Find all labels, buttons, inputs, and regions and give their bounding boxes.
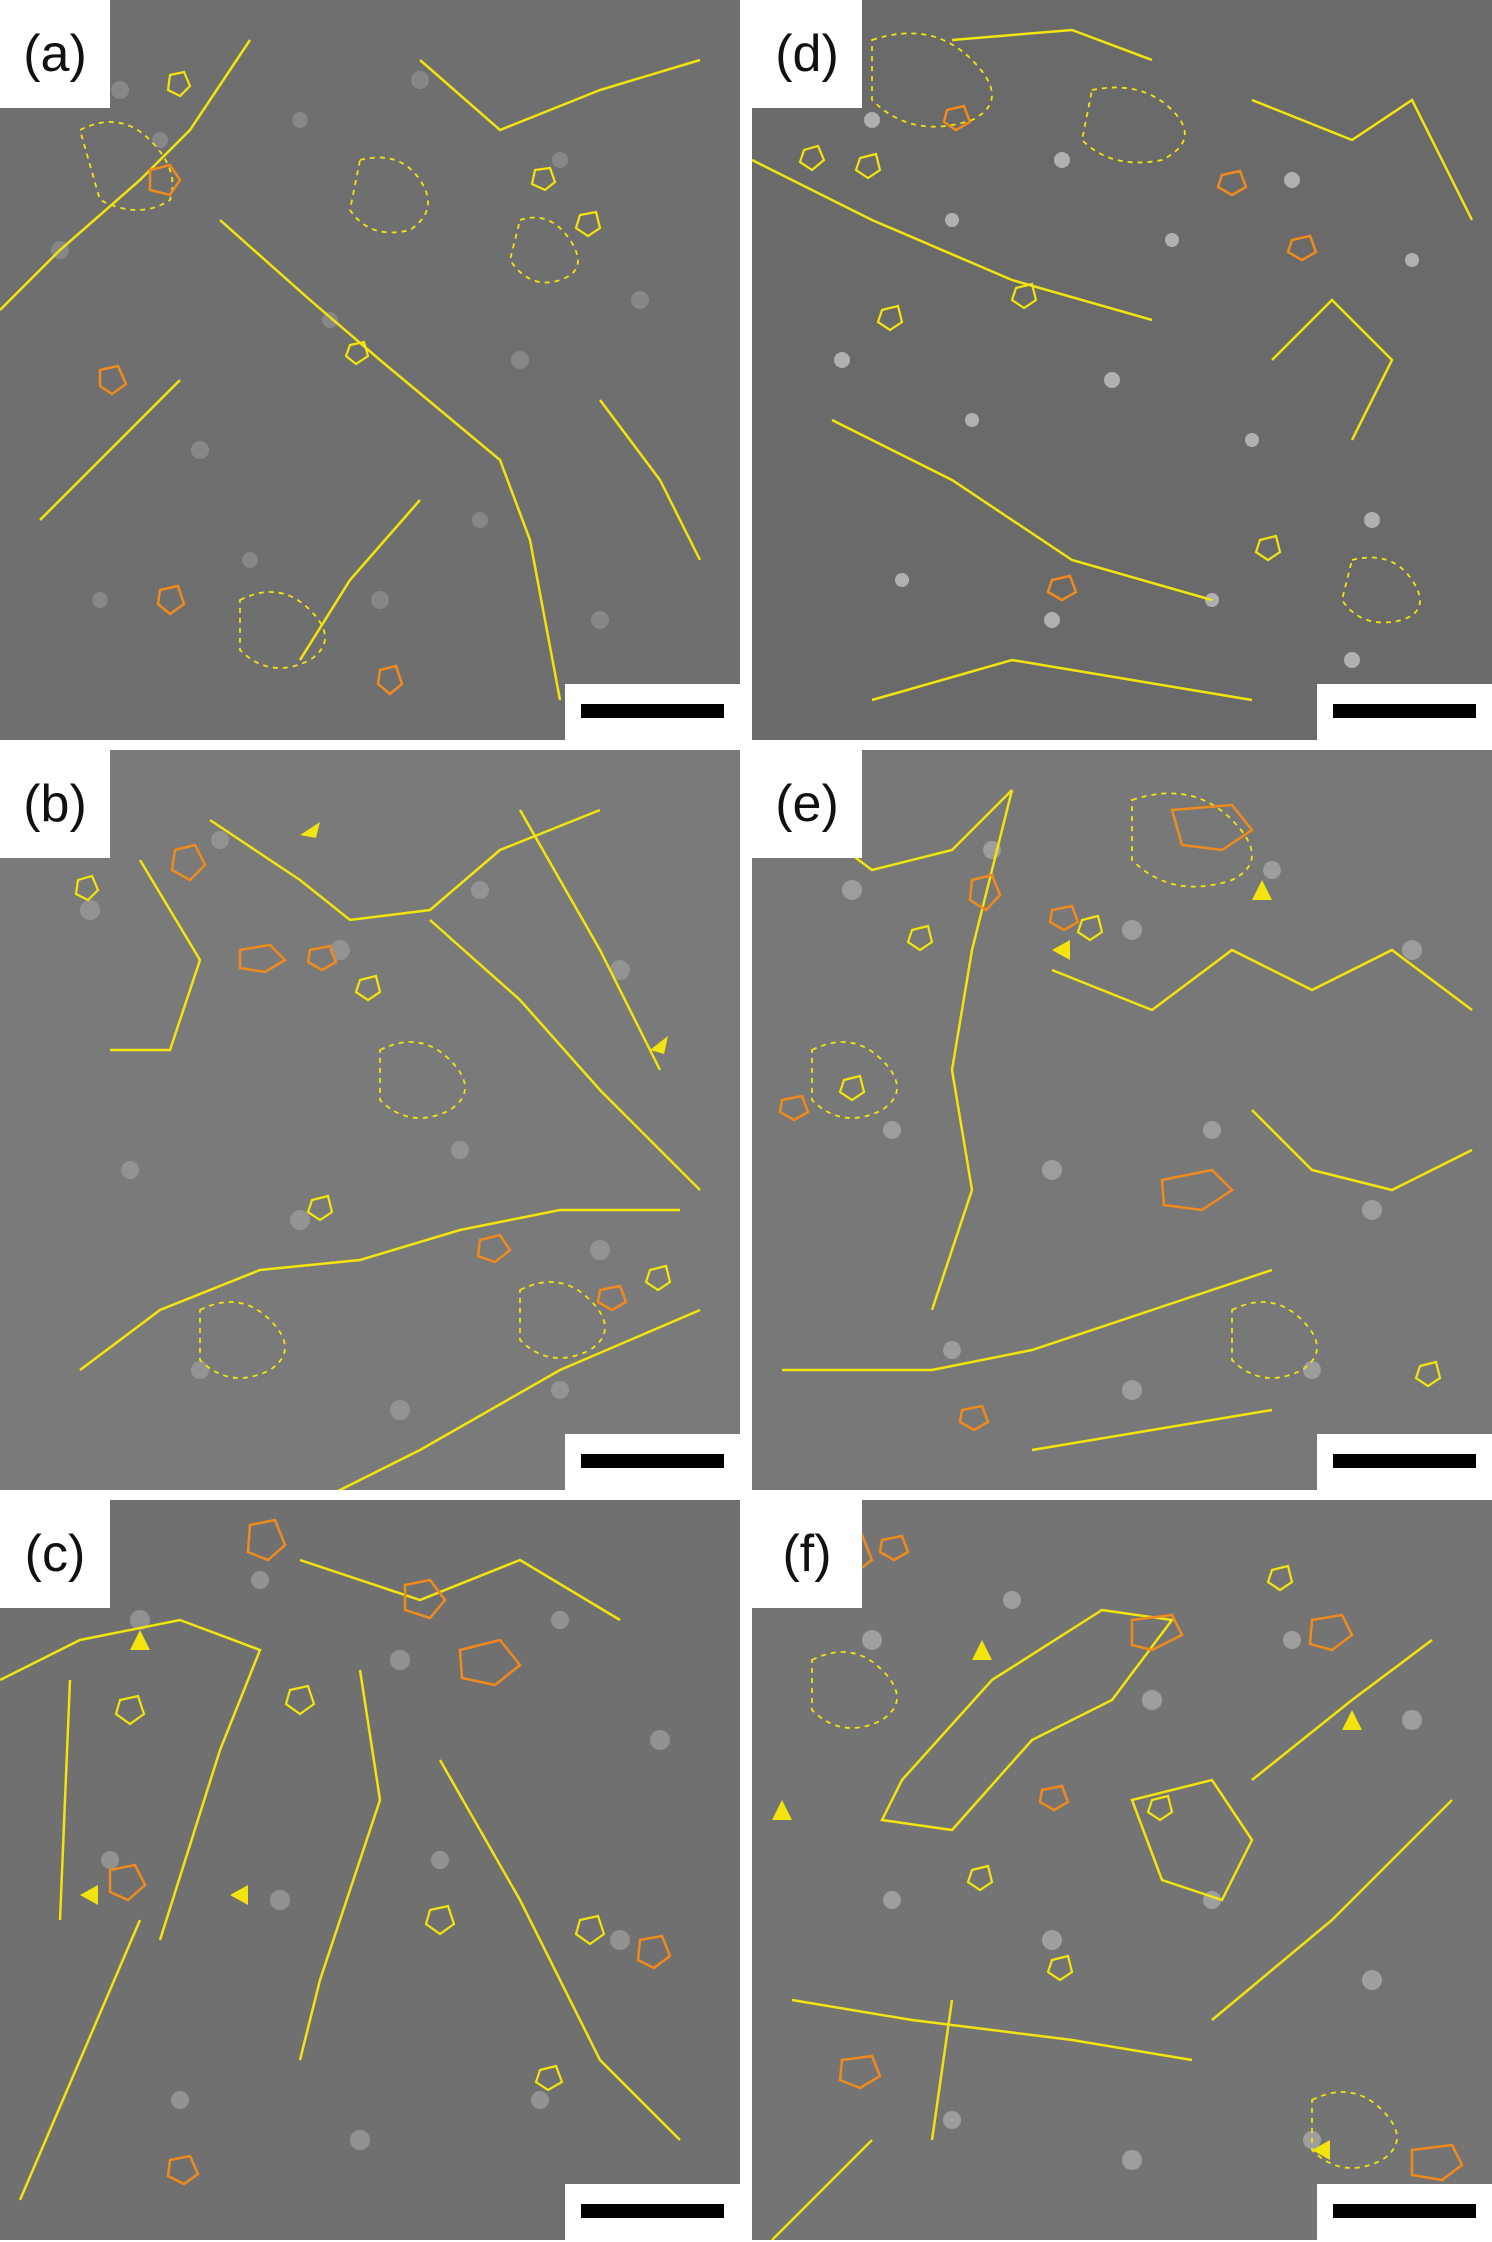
scale-bar-e xyxy=(1317,1434,1492,1490)
scale-bar-b xyxy=(565,1434,740,1490)
panel-label-b: (b) xyxy=(0,750,110,858)
panel-a: (a) xyxy=(0,0,740,740)
panel-label-e: (e) xyxy=(752,750,862,858)
sem-image-b xyxy=(0,750,740,1490)
panel-label-f: (f) xyxy=(752,1500,862,1608)
sem-image-c xyxy=(0,1500,740,2240)
sem-image-e xyxy=(752,750,1492,1490)
scale-bar-c xyxy=(565,2184,740,2240)
panel-f: (f) xyxy=(752,1500,1492,2240)
panel-c: (c) xyxy=(0,1500,740,2240)
scale-bar-f xyxy=(1317,2184,1492,2240)
panel-label-c: (c) xyxy=(0,1500,110,1608)
sem-image-d xyxy=(752,0,1492,740)
panel-d: (d) xyxy=(752,0,1492,740)
panel-b: (b) xyxy=(0,750,740,1490)
sem-image-a xyxy=(0,0,740,740)
scale-bar-d xyxy=(1317,684,1492,740)
panel-label-a: (a) xyxy=(0,0,110,108)
panel-label-d: (d) xyxy=(752,0,862,108)
panel-e: (e) xyxy=(752,750,1492,1490)
scale-bar-a xyxy=(565,684,740,740)
sem-image-f xyxy=(752,1500,1492,2240)
